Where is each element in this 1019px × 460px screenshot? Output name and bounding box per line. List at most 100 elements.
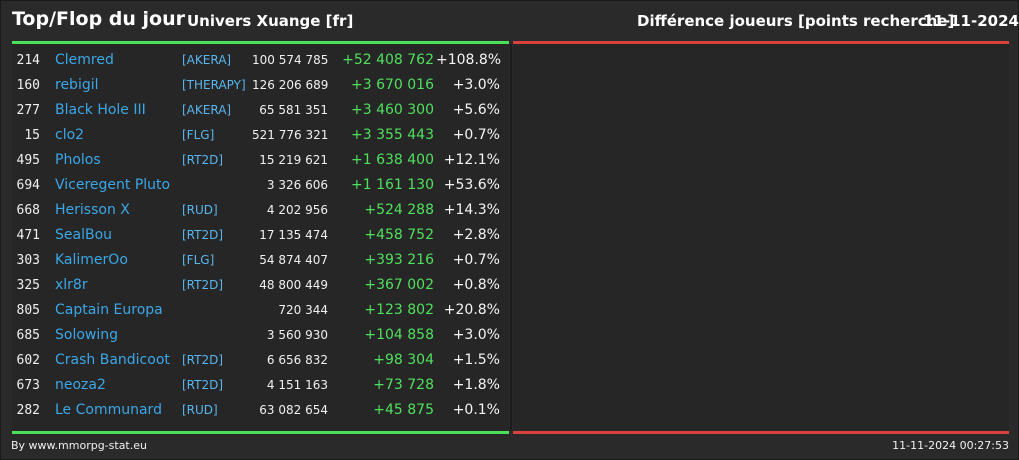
player-name-link[interactable]: Captain Europa — [55, 302, 163, 318]
points-difference: +3 355 443 — [351, 127, 434, 143]
ranking-row: 282 Le Communard [RUD] 63 082 654 +45 875 +0.… — [12, 398, 509, 423]
top-gainers-panel: 214 Clemred [AKERA] 100 574 785 +52 408 762 +… — [12, 44, 509, 430]
ranking-row: 602 Crash Bandicoot [RT2D] 6 656 832 +98 304… — [12, 348, 509, 373]
percent-change: +12.1% — [443, 152, 500, 168]
widget-title: Top/Flop du jour — [12, 8, 185, 30]
ranking-row: 694 Viceregent Pluto 3 326 606 +1 161 130 +5… — [12, 173, 509, 198]
points-difference: +3 670 016 — [351, 77, 434, 93]
player-points: 6 656 832 — [266, 353, 328, 367]
player-name-link[interactable]: Crash Bandicoot — [55, 352, 170, 368]
player-name-link[interactable]: rebigil — [55, 77, 99, 93]
panel-divider — [510, 44, 512, 430]
alliance-tag-link[interactable]: [RT2D] — [182, 353, 224, 367]
player-name-link[interactable]: KalimerOo — [55, 252, 128, 268]
top-accent-bar — [12, 41, 509, 44]
player-name-link[interactable]: SealBou — [55, 227, 113, 243]
alliance-tag-link[interactable]: [AKERA] — [182, 53, 232, 67]
header: Top/Flop du jour Univers Xuange [fr] Dif… — [1, 1, 1019, 41]
player-rank: 668 — [16, 203, 40, 218]
player-name-link[interactable]: Le Communard — [55, 402, 162, 418]
ranking-row: 277 Black Hole III [AKERA] 65 581 351 +3 460… — [12, 98, 509, 123]
top-losers-panel — [513, 44, 1009, 430]
alliance-tag-link[interactable]: [RT2D] — [182, 228, 224, 242]
ranking-row: 673 neoza2 [RT2D] 4 151 163 +73 728 +1.8% — [12, 373, 509, 398]
player-points: 126 206 689 — [252, 78, 329, 92]
player-points: 4 202 956 — [266, 203, 328, 217]
player-rank: 673 — [16, 378, 40, 393]
points-difference: +1 161 130 — [351, 177, 434, 193]
ranking-row: 805 Captain Europa 720 344 +123 802 +20.8% — [12, 298, 509, 323]
ranking-row: 668 Herisson X [RUD] 4 202 956 +524 288 +14.3… — [12, 198, 509, 223]
percent-change: +1.5% — [452, 352, 500, 368]
points-difference: +367 002 — [364, 277, 434, 293]
metric-label: Différence joueurs [points recherche] — [637, 12, 955, 30]
alliance-tag-link[interactable]: [AKERA] — [182, 103, 232, 117]
alliance-tag-link[interactable]: [RT2D] — [182, 378, 224, 392]
percent-change: +3.0% — [452, 77, 500, 93]
player-name-link[interactable]: Pholos — [55, 152, 101, 168]
points-difference: +393 216 — [364, 252, 434, 268]
alliance-tag-link[interactable]: [FLG] — [182, 128, 215, 142]
alliance-tag-link[interactable]: [RT2D] — [182, 278, 224, 292]
player-rank: 303 — [16, 253, 40, 268]
player-points: 48 800 449 — [259, 278, 328, 292]
player-points: 65 581 351 — [259, 103, 328, 117]
player-name-link[interactable]: Viceregent Pluto — [55, 177, 171, 193]
player-name-link[interactable]: neoza2 — [55, 377, 106, 393]
player-name-link[interactable]: clo2 — [55, 127, 85, 143]
player-points: 17 135 474 — [259, 228, 328, 242]
player-rank: 214 — [16, 53, 40, 68]
alliance-tag-link[interactable]: [FLG] — [182, 253, 215, 267]
points-difference: +524 288 — [364, 202, 434, 218]
alliance-tag-link[interactable]: [RUD] — [182, 203, 218, 217]
player-rank: 325 — [16, 278, 40, 293]
ranking-row: 303 KalimerOo [FLG] 54 874 407 +393 216 +0.7% — [12, 248, 509, 273]
points-difference: +45 875 — [373, 402, 434, 418]
player-name-link[interactable]: xlr8r — [55, 277, 88, 293]
player-points: 100 574 785 — [252, 53, 329, 67]
percent-change: +2.8% — [452, 227, 500, 243]
ranking-row: 495 Pholos [RT2D] 15 219 621 +1 638 400 +12.1… — [12, 148, 509, 173]
ranking-row: 471 SealBou [RT2D] 17 135 474 +458 752 +2.8% — [12, 223, 509, 248]
percent-change: +108.8% — [436, 52, 502, 68]
player-name-link[interactable]: Solowing — [55, 327, 119, 343]
player-rank: 495 — [16, 153, 40, 168]
player-points: 3 326 606 — [266, 178, 328, 192]
player-name-link[interactable]: Black Hole III — [55, 102, 146, 118]
player-rank: 277 — [16, 103, 40, 118]
player-name-link[interactable]: Clemred — [55, 52, 114, 68]
top-bottom-bar — [12, 431, 509, 434]
player-name-link[interactable]: Herisson X — [55, 202, 130, 218]
player-points: 521 776 321 — [252, 128, 329, 142]
percent-change: +5.6% — [452, 102, 500, 118]
percent-change: +3.0% — [452, 327, 500, 343]
points-difference: +1 638 400 — [351, 152, 434, 168]
ranking-row: 160 rebigil [THERAPY] 126 206 689 +3 670 016… — [12, 73, 509, 98]
percent-change: +20.8% — [443, 302, 500, 318]
alliance-tag-link[interactable]: [THERAPY] — [182, 78, 246, 92]
percent-change: +0.7% — [452, 252, 500, 268]
ranking-row: 685 Solowing 3 560 930 +104 858 +3.0% — [12, 323, 509, 348]
header-date: 11-11-2024 — [923, 12, 1019, 30]
points-difference: +3 460 300 — [351, 102, 434, 118]
points-difference: +123 802 — [364, 302, 434, 318]
alliance-tag-link[interactable]: [RT2D] — [182, 153, 224, 167]
player-points: 4 151 163 — [266, 378, 328, 392]
alliance-tag-link[interactable]: [RUD] — [182, 403, 218, 417]
percent-change: +1.8% — [452, 377, 500, 393]
ranking-row: 214 Clemred [AKERA] 100 574 785 +52 408 762 +… — [12, 48, 509, 73]
update-timestamp: 11-11-2024 00:27:53 — [892, 439, 1009, 452]
site-credit-link[interactable]: By www.mmorpg-stat.eu — [11, 439, 147, 452]
points-difference: +458 752 — [364, 227, 434, 243]
flop-accent-bar — [513, 41, 1009, 44]
percent-change: +0.8% — [452, 277, 500, 293]
percent-change: +0.1% — [452, 402, 500, 418]
percent-change: +0.7% — [452, 127, 500, 143]
player-rank: 282 — [16, 403, 40, 418]
player-rank: 160 — [16, 78, 40, 93]
player-rank: 805 — [16, 303, 40, 318]
percent-change: +14.3% — [443, 202, 500, 218]
points-difference: +104 858 — [364, 327, 434, 343]
player-points: 720 344 — [278, 303, 328, 317]
